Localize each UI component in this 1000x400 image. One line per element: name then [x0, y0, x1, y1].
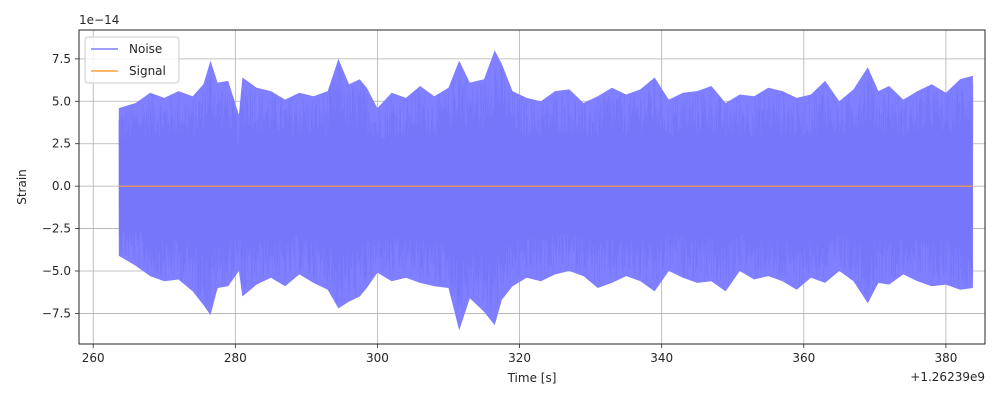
y-axis-label: Strain — [15, 169, 29, 205]
x-tick-label: 300 — [366, 351, 389, 365]
plot-frame — [78, 29, 986, 345]
series-layer — [118, 50, 974, 331]
x-tick-label: 380 — [934, 351, 957, 365]
y-tick-label: −2.5 — [42, 222, 71, 236]
x-tick-label: 360 — [792, 351, 815, 365]
y-axis-scale-label: 1e−14 — [79, 13, 119, 27]
x-axis-offset-label: +1.26239e9 — [910, 370, 985, 384]
x-tick-label: 340 — [650, 351, 673, 365]
legend-label-signal: Signal — [129, 64, 166, 78]
legend: Noise Signal — [84, 36, 180, 84]
noise-series-line — [118, 62, 974, 323]
y-tick-label: 2.5 — [52, 137, 71, 151]
x-axis-label: Time [s] — [507, 371, 557, 385]
y-tick-label: −5.0 — [42, 264, 71, 278]
x-tick-label: 320 — [508, 351, 531, 365]
y-tick-label: −7.5 — [42, 306, 71, 320]
legend-label-noise: Noise — [129, 42, 162, 56]
x-axis-ticks: 260 280 300 320 340 360 380 — [82, 344, 957, 365]
y-tick-label: 5.0 — [52, 94, 71, 108]
x-tick-label: 280 — [224, 351, 247, 365]
y-tick-label: 7.5 — [52, 52, 71, 66]
x-tick-label: 260 — [82, 351, 105, 365]
y-tick-label: 0.0 — [52, 179, 71, 193]
y-axis-ticks: −7.5 −5.0 −2.5 0.0 2.5 5.0 7.5 — [42, 52, 79, 320]
